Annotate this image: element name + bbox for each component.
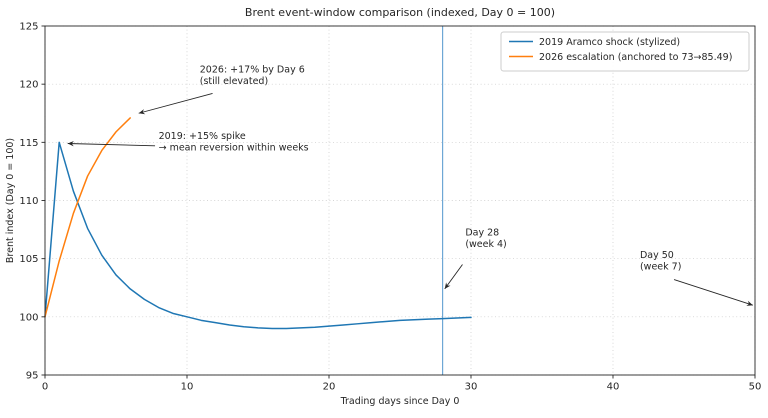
y-axis-label: Brent index (Day 0 = 100): [5, 138, 16, 263]
legend: 2019 Aramco shock (stylized) 2026 escalat…: [500, 31, 750, 72]
y-tick-label: 95: [26, 371, 39, 382]
annotation-2: Day 28 (week 4): [444, 227, 507, 290]
x-axis-label: Trading days since Day 0: [340, 396, 460, 407]
axis-ticks: 0 10 20 30 40 50 95 100 105 110 115 120 125: [19, 22, 761, 393]
annotation-1: 2019: +15% spike → mean reversion within …: [67, 131, 309, 154]
y-tick-label: 105: [19, 254, 38, 265]
annotation-0: 2026: +17% by Day 6 (still elevated): [138, 65, 305, 115]
x-tick-label: 20: [323, 382, 336, 393]
x-tick-label: 30: [465, 382, 478, 393]
series-line-2019: [44, 141, 472, 330]
annotation-arrow: [444, 264, 463, 290]
annotation-text: 2019: +15% spike → mean reversion within …: [159, 131, 309, 154]
legend-entry-label: 2026 escalation (anchored to 73→85.49): [539, 52, 732, 63]
annotation-arrow: [67, 140, 156, 147]
y-tick-label: 120: [19, 80, 38, 91]
annotation-arrow: [673, 279, 754, 306]
x-tick-label: 50: [749, 382, 762, 393]
annotation-arrow: [138, 93, 213, 115]
x-tick-label: 10: [181, 382, 194, 393]
y-tick-label: 110: [19, 196, 38, 207]
series-line-2026: [44, 117, 131, 318]
x-tick-label: 40: [607, 382, 620, 393]
annotation-text: Day 50 (week 7): [640, 250, 681, 273]
legend-box: [500, 31, 750, 72]
chart-title: Brent event-window comparison (indexed, …: [245, 6, 555, 19]
y-tick-label: 100: [19, 312, 38, 323]
annotation-text: 2026: +17% by Day 6 (still elevated): [200, 65, 305, 88]
legend-entry-label: 2019 Aramco shock (stylized): [539, 37, 680, 48]
annotation-text: Day 28 (week 4): [465, 227, 506, 250]
annotation-3: Day 50 (week 7): [640, 250, 754, 306]
y-tick-label: 125: [19, 22, 38, 33]
x-tick-label: 0: [42, 382, 48, 393]
y-tick-label: 115: [19, 138, 38, 149]
